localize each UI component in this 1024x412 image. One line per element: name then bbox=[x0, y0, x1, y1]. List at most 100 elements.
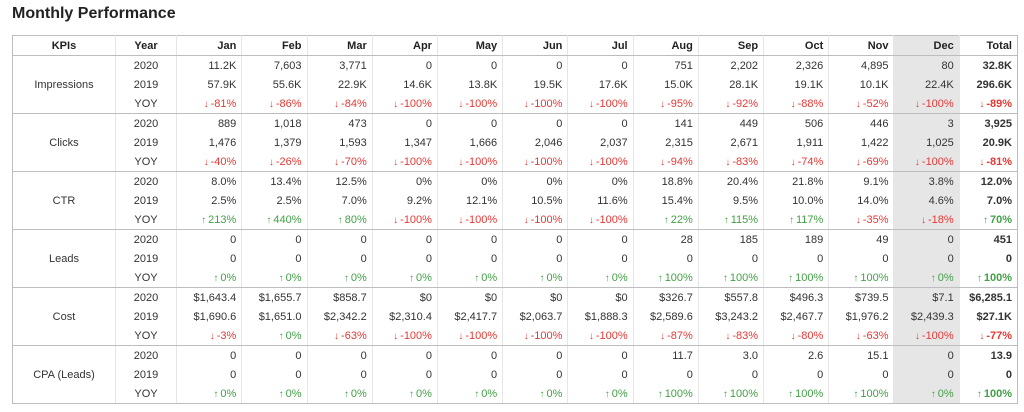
value-cell: 0 bbox=[763, 249, 830, 268]
column-header-jun[interactable]: Jun bbox=[502, 35, 569, 56]
value-cell: 10.0% bbox=[763, 191, 830, 210]
yoy-value: 0% bbox=[220, 271, 237, 284]
value-cell: 0 bbox=[176, 345, 243, 365]
table-row: 2019 1,476 1,379 1,593 1,347 1,666 2,046 2,037 2… bbox=[13, 133, 1018, 152]
total-yoy-value: 100% bbox=[983, 271, 1012, 284]
arrow-down-icon: ↓ bbox=[588, 156, 594, 168]
yoy-cell: ↑ 0% bbox=[437, 268, 504, 288]
yoy-value: 0% bbox=[481, 271, 498, 284]
column-header-jan[interactable]: Jan bbox=[176, 35, 243, 56]
yoy-cell: ↓ -100% bbox=[567, 152, 634, 172]
value-cell: 3.8% bbox=[893, 171, 960, 191]
column-header-mar[interactable]: Mar bbox=[307, 35, 373, 56]
arrow-down-icon: ↓ bbox=[393, 330, 399, 342]
yoy-cell: ↓ -87% bbox=[633, 326, 699, 346]
year-label: 2020 bbox=[115, 113, 178, 133]
value-cell: $1,643.4 bbox=[176, 287, 243, 307]
column-header-aug[interactable]: Aug bbox=[633, 35, 699, 56]
value-cell: 15.4% bbox=[633, 191, 699, 210]
arrow-down-icon: ↓ bbox=[334, 98, 340, 110]
yoy-value: 440% bbox=[273, 213, 302, 226]
yoy-value: 0% bbox=[285, 271, 302, 284]
arrow-up-icon: ↑ bbox=[278, 330, 284, 342]
yoy-cell: ↓ -100% bbox=[502, 94, 569, 114]
value-cell: 1,593 bbox=[307, 133, 373, 152]
yoy-value: 213% bbox=[208, 213, 237, 226]
value-cell: $2,063.7 bbox=[502, 307, 569, 326]
arrow-down-icon: ↓ bbox=[914, 98, 920, 110]
value-cell: 0 bbox=[241, 229, 308, 249]
value-cell: 12.1% bbox=[437, 191, 504, 210]
yoy-value: -100% bbox=[465, 329, 498, 342]
yoy-cell: ↓ -100% bbox=[372, 326, 438, 346]
arrow-up-icon: ↑ bbox=[604, 272, 610, 284]
arrow-down-icon: ↓ bbox=[725, 330, 731, 342]
value-cell: 0 bbox=[437, 113, 504, 133]
column-header-may[interactable]: May bbox=[437, 35, 504, 56]
value-cell: 2.6 bbox=[763, 345, 830, 365]
column-header-oct[interactable]: Oct bbox=[763, 35, 830, 56]
kpi-label: CTR bbox=[12, 171, 116, 230]
year-label: YOY bbox=[115, 268, 178, 288]
value-cell: 0 bbox=[241, 249, 308, 268]
table-row: 2019 0 0 0 0 0 0 0 0 0 0 0 0 0 bbox=[13, 365, 1018, 384]
arrow-down-icon: ↓ bbox=[914, 156, 920, 168]
arrow-down-icon: ↓ bbox=[334, 156, 340, 168]
arrow-down-icon: ↓ bbox=[203, 156, 209, 168]
arrow-down-icon: ↓ bbox=[209, 330, 215, 342]
value-cell: $0 bbox=[437, 287, 504, 307]
value-cell: 0 bbox=[241, 365, 308, 384]
column-header-year[interactable]: Year bbox=[115, 35, 178, 56]
year-label: YOY bbox=[115, 326, 178, 346]
arrow-up-icon: ↑ bbox=[213, 388, 219, 400]
value-cell: $2,589.6 bbox=[633, 307, 699, 326]
total-cell: 13.9 bbox=[990, 349, 1012, 362]
arrow-down-icon: ↓ bbox=[588, 330, 594, 342]
yoy-cell: ↑ 0% bbox=[567, 268, 634, 288]
yoy-value: -81% bbox=[210, 97, 237, 110]
yoy-cell: ↑ 0% bbox=[372, 268, 438, 288]
value-cell: 0 bbox=[763, 365, 830, 384]
value-cell: 13.8K bbox=[437, 75, 504, 94]
column-header-jul[interactable]: Jul bbox=[567, 35, 634, 56]
yoy-cell: ↑ 117% bbox=[763, 210, 830, 230]
yoy-cell: ↑ 0% bbox=[372, 384, 438, 404]
value-cell: 1,347 bbox=[372, 133, 438, 152]
yoy-cell: ↓ -81% bbox=[176, 94, 243, 114]
yoy-cell: ↓ -63% bbox=[307, 326, 373, 346]
yoy-cell: ↓ -100% bbox=[567, 210, 634, 230]
column-header-sep[interactable]: Sep bbox=[698, 35, 765, 56]
yoy-cell: ↑ 100% bbox=[828, 384, 895, 404]
column-header-kpis[interactable]: KPIs bbox=[12, 35, 116, 56]
arrow-down-icon: ↓ bbox=[523, 156, 529, 168]
year-label: 2020 bbox=[115, 229, 178, 249]
value-cell: 1,379 bbox=[241, 133, 308, 152]
value-cell: $1,651.0 bbox=[241, 307, 308, 326]
arrow-up-icon: ↑ bbox=[201, 214, 207, 226]
yoy-value: -74% bbox=[797, 155, 824, 168]
yoy-cell: ↑ 100% bbox=[763, 384, 830, 404]
value-cell: 0 bbox=[567, 113, 634, 133]
yoy-value: -80% bbox=[797, 329, 824, 342]
yoy-value: 115% bbox=[730, 213, 759, 226]
column-header-feb[interactable]: Feb bbox=[241, 35, 308, 56]
column-header-dec[interactable]: Dec bbox=[893, 35, 960, 56]
arrow-down-icon: ↓ bbox=[660, 330, 666, 342]
column-header-nov[interactable]: Nov bbox=[828, 35, 895, 56]
year-label: YOY bbox=[115, 384, 178, 404]
yoy-value: -100% bbox=[921, 329, 954, 342]
yoy-value: 0% bbox=[937, 271, 954, 284]
yoy-value: 100% bbox=[729, 271, 759, 284]
arrow-down-icon: ↓ bbox=[921, 214, 927, 226]
value-cell: 0 bbox=[633, 365, 699, 384]
yoy-value: -92% bbox=[732, 97, 759, 110]
column-header-total[interactable]: Total bbox=[959, 35, 1018, 56]
value-cell: 18.8% bbox=[633, 171, 699, 191]
value-cell: 0 bbox=[698, 249, 765, 268]
column-header-apr[interactable]: Apr bbox=[372, 35, 438, 56]
arrow-up-icon: ↑ bbox=[723, 214, 729, 226]
value-cell: $496.3 bbox=[763, 287, 830, 307]
total-cell: 7.0% bbox=[986, 194, 1012, 207]
value-cell: 0% bbox=[437, 171, 504, 191]
yoy-value: 100% bbox=[729, 387, 759, 400]
